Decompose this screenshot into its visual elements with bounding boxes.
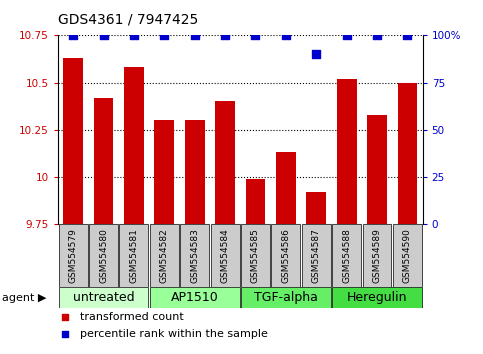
Text: agent ▶: agent ▶: [2, 293, 47, 303]
Text: untreated: untreated: [73, 291, 134, 304]
Point: [343, 33, 351, 38]
Point: [373, 33, 381, 38]
Bar: [276, 152, 296, 224]
Point: [61, 331, 69, 337]
Text: GSM554584: GSM554584: [221, 228, 229, 283]
Bar: [241, 287, 331, 308]
Bar: [59, 224, 87, 287]
Bar: [332, 224, 361, 287]
Point: [69, 33, 77, 38]
Text: GSM554579: GSM554579: [69, 228, 78, 283]
Text: transformed count: transformed count: [80, 312, 184, 322]
Bar: [271, 224, 300, 287]
Text: TGF-alpha: TGF-alpha: [254, 291, 318, 304]
Text: GSM554589: GSM554589: [372, 228, 382, 283]
Point: [130, 33, 138, 38]
Bar: [363, 224, 392, 287]
Text: GDS4361 / 7947425: GDS4361 / 7947425: [58, 12, 198, 27]
Point: [191, 33, 199, 38]
Text: GSM554583: GSM554583: [190, 228, 199, 283]
Bar: [241, 224, 270, 287]
Bar: [59, 287, 148, 308]
Bar: [211, 224, 240, 287]
Bar: [332, 287, 422, 308]
Bar: [302, 224, 331, 287]
Text: percentile rank within the sample: percentile rank within the sample: [80, 329, 268, 339]
Text: GSM554581: GSM554581: [129, 228, 139, 283]
Bar: [215, 101, 235, 224]
Point: [282, 33, 290, 38]
Text: GSM554586: GSM554586: [282, 228, 290, 283]
Text: GSM554590: GSM554590: [403, 228, 412, 283]
Point: [61, 314, 69, 320]
Point: [160, 33, 168, 38]
Bar: [150, 287, 240, 308]
Point: [99, 33, 107, 38]
Bar: [185, 120, 205, 224]
Text: GSM554580: GSM554580: [99, 228, 108, 283]
Text: GSM554582: GSM554582: [160, 228, 169, 283]
Text: GSM554585: GSM554585: [251, 228, 260, 283]
Bar: [367, 115, 387, 224]
Bar: [180, 224, 209, 287]
Text: GSM554587: GSM554587: [312, 228, 321, 283]
Bar: [398, 82, 417, 224]
Point: [221, 33, 229, 38]
Bar: [89, 224, 118, 287]
Bar: [393, 224, 422, 287]
Point: [252, 33, 259, 38]
Bar: [306, 192, 326, 224]
Point: [404, 33, 412, 38]
Point: [313, 51, 320, 57]
Bar: [63, 58, 83, 224]
Bar: [150, 224, 179, 287]
Text: GSM554588: GSM554588: [342, 228, 351, 283]
Bar: [337, 79, 356, 224]
Text: Heregulin: Heregulin: [347, 291, 407, 304]
Bar: [124, 68, 144, 224]
Text: AP1510: AP1510: [171, 291, 219, 304]
Bar: [246, 179, 265, 224]
Bar: [155, 120, 174, 224]
Bar: [94, 98, 114, 224]
Bar: [119, 224, 148, 287]
